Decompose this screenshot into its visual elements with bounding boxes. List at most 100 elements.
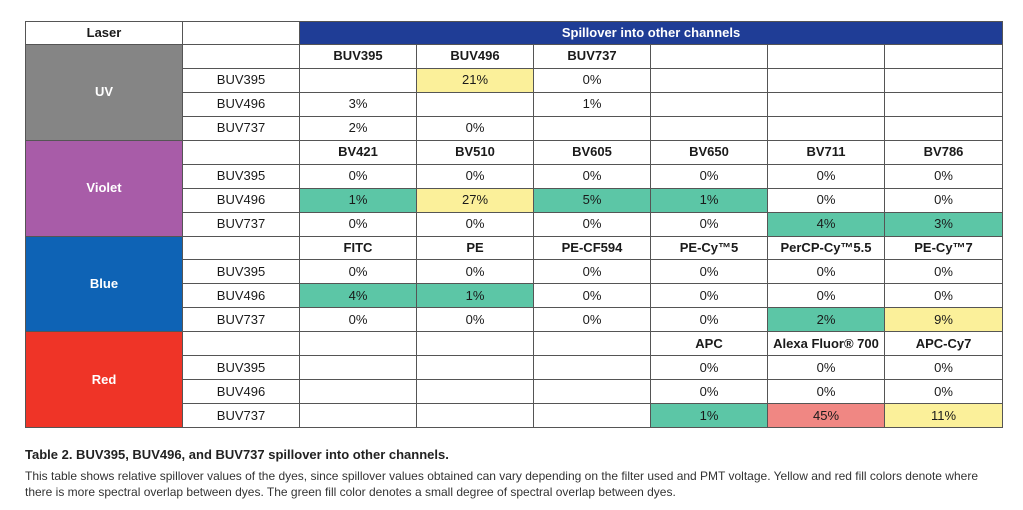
channel-header: BV786 [883,139,1004,165]
spillover-value-cell: 0% [533,307,651,333]
channel-header: PE-Cy™5 [650,235,768,261]
laser-label-blue: Blue [25,235,183,333]
dye-header-blank [182,21,300,45]
spillover-value-cell [299,67,417,93]
spillover-value-cell [416,403,534,428]
table-row: BUV395 0% 0% 0% 0% 0% 0% [26,163,1004,189]
spillover-value-cell: 0% [650,163,768,189]
dye-row-label: BUV496 [182,379,300,405]
spillover-value-cell [767,115,885,141]
dye-row-label: BUV737 [182,403,300,428]
laser-label-red: Red [25,331,183,428]
table-row: BUV737 0% 0% 0% 0% 4% 3% [26,211,1004,237]
table-caption-title: Table 2. BUV395, BUV496, and BUV737 spil… [25,447,449,462]
dye-row-label: BUV737 [182,115,300,141]
spillover-value-cell [650,91,768,117]
spillover-value-cell [767,67,885,93]
channel-header-row: Violet BV421 BV510 BV605 BV650 BV711 BV786 [25,139,1004,237]
spillover-value-cell [533,379,651,405]
channel-header: PE-CF594 [533,235,651,261]
spillover-value-cell: 0% [299,211,417,237]
channel-header: APC [650,331,768,357]
channel-header: BV421 [299,139,417,165]
header-row: Laser Spillover into other channels [25,21,1004,45]
channel-header: PE [416,235,534,261]
spillover-value-cell: 2% [767,307,885,333]
spillover-value-cell: 1% [299,187,417,213]
spillover-value-cell [416,355,534,381]
spillover-value-cell: 1% [416,283,534,309]
spillover-value-cell [299,355,417,381]
dye-row-label: BUV496 [182,187,300,213]
dye-label-blank [182,139,300,165]
spillover-value-cell: 0% [299,259,417,285]
table-row: BUV496 4% 1% 0% 0% 0% 0% [26,283,1004,309]
spillover-value-cell: 0% [883,259,1004,285]
spillover-value-cell: 0% [767,163,885,189]
dye-label-blank [182,235,300,261]
spillover-value-cell: 4% [299,283,417,309]
channel-header: APC-Cy7 [883,331,1004,357]
spillover-value-cell: 0% [533,283,651,309]
spillover-value-cell: 0% [533,211,651,237]
channel-header [533,331,651,357]
spillover-value-cell: 2% [299,115,417,141]
channel-header: BUV737 [533,44,651,69]
spillover-banner: Spillover into other channels [298,21,1004,45]
spillover-value-cell: 0% [767,259,885,285]
spillover-value-cell: 0% [533,259,651,285]
spillover-value-cell: 0% [650,259,768,285]
spillover-value-cell: 11% [883,403,1004,428]
dye-label-blank [182,44,300,69]
laser-header: Laser [25,21,183,45]
dye-label-blank [182,331,300,357]
dye-row-label: BUV395 [182,355,300,381]
spillover-value-cell [767,91,885,117]
spillover-value-cell: 0% [650,355,768,381]
spillover-value-cell: 3% [883,211,1004,237]
spillover-value-cell: 9% [883,307,1004,333]
channel-header: BUV395 [299,44,417,69]
spillover-value-cell: 0% [767,379,885,405]
spillover-value-cell: 0% [883,163,1004,189]
spillover-value-cell [416,91,534,117]
spillover-value-cell: 0% [533,67,651,93]
channel-header [299,331,417,357]
channel-header: BV605 [533,139,651,165]
table-body: UV BUV395 BUV496 BUV737 BUV395 21% 0% BUV496 3% 1… [25,44,1004,428]
dye-row-label: BUV496 [182,283,300,309]
spillover-value-cell: 0% [533,163,651,189]
channel-header [767,44,885,69]
dye-row-label: BUV395 [182,67,300,93]
spillover-value-cell: 0% [883,379,1004,405]
spillover-value-cell: 0% [299,307,417,333]
channel-header [650,44,768,69]
table-row: BUV737 1% 45% 11% [26,403,1004,428]
channel-header-row: Blue FITC PE PE-CF594 PE-Cy™5 PerCP-Cy™5.5 PE-… [25,235,1004,333]
dye-row-label: BUV395 [182,163,300,189]
dye-row-label: BUV737 [182,307,300,333]
channel-header: BV650 [650,139,768,165]
channel-header-row: UV BUV395 BUV496 BUV737 [25,44,1004,141]
spillover-value-cell [416,379,534,405]
channel-header: FITC [299,235,417,261]
table-row: BUV737 2% 0% [26,115,1004,141]
table-row: BUV737 0% 0% 0% 0% 2% 9% [26,307,1004,333]
spillover-value-cell: 4% [767,211,885,237]
spillover-value-cell [883,67,1004,93]
spillover-value-cell: 0% [650,283,768,309]
spillover-value-cell [299,379,417,405]
table-row: BUV395 0% 0% 0% 0% 0% 0% [26,259,1004,285]
spillover-value-cell: 0% [883,355,1004,381]
table-row: BUV395 21% 0% [26,67,1004,93]
spillover-value-cell: 1% [650,403,768,428]
spillover-value-cell: 1% [650,187,768,213]
spillover-value-cell: 21% [416,67,534,93]
dye-row-label: BUV737 [182,211,300,237]
spillover-value-cell: 0% [650,211,768,237]
channel-header: BUV496 [416,44,534,69]
channel-header: BV510 [416,139,534,165]
dye-row-label: BUV395 [182,259,300,285]
channel-header: PerCP-Cy™5.5 [767,235,885,261]
spillover-value-cell: 0% [416,163,534,189]
